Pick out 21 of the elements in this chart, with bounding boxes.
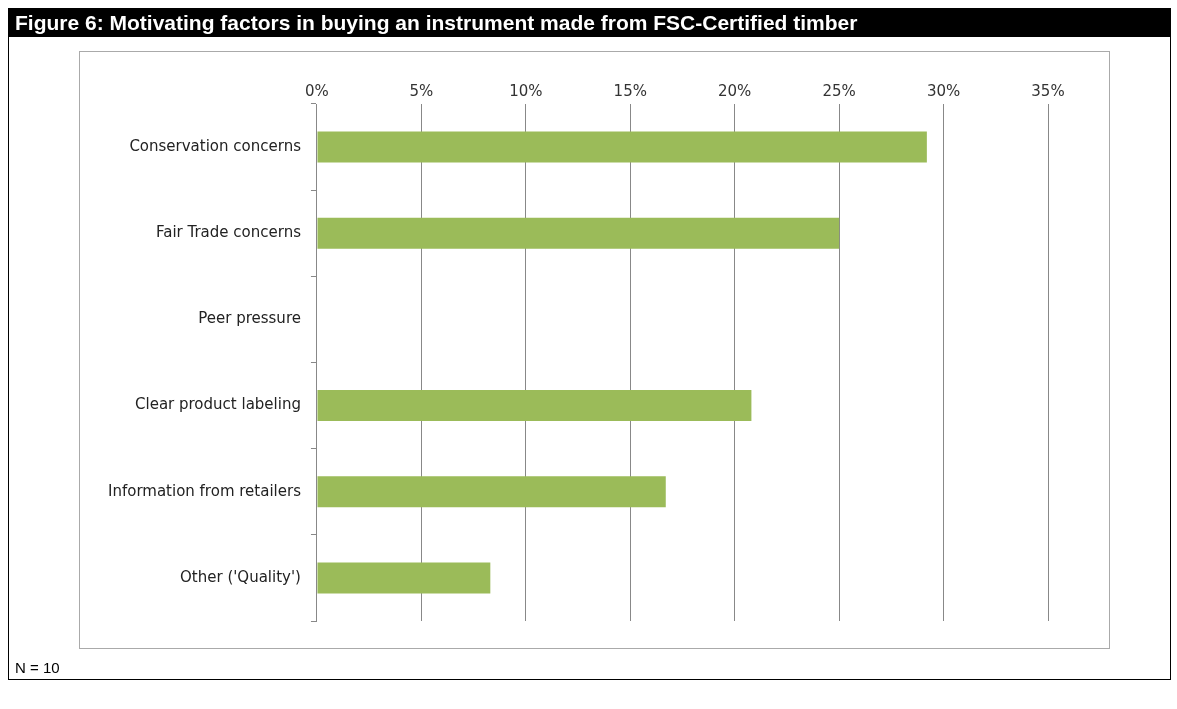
x-tick-label: 30% <box>926 81 961 100</box>
bar <box>317 131 927 163</box>
y-tick-label: Clear product labeling <box>135 395 301 414</box>
y-tick-label: Fair Trade concerns <box>155 223 302 242</box>
y-tick-label: Other ('Quality') <box>180 567 301 586</box>
x-tick-label: 20% <box>718 81 752 100</box>
x-tick-label: 5% <box>409 81 434 100</box>
x-tick-label: 25% <box>822 81 856 100</box>
y-tick-label: Information from retailers <box>107 481 302 500</box>
x-tick-label: 10% <box>509 81 543 100</box>
bar <box>317 562 491 594</box>
x-tick-label: 0% <box>305 81 329 100</box>
bar <box>317 217 840 249</box>
x-tick-label: 35% <box>1031 81 1065 100</box>
text: N = 10 <box>14 659 61 678</box>
chart-title: Figure 6: Motivating factors in buying an instrument made from FSC-Certified timber <box>9 9 1170 37</box>
bar <box>317 390 752 422</box>
y-tick-label: Peer pressure <box>198 309 301 328</box>
y-tick-label: Conservation concerns <box>129 136 302 155</box>
bar <box>317 476 666 508</box>
x-tick-label: 15% <box>613 81 647 100</box>
